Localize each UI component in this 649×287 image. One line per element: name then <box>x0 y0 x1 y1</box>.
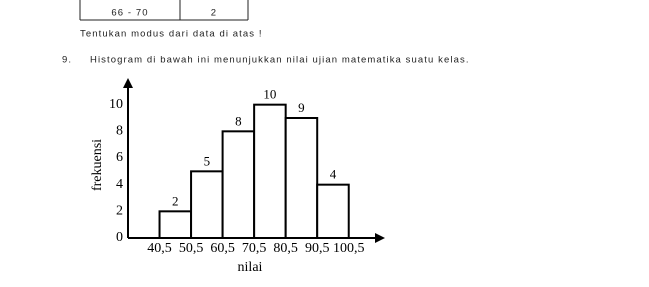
y-axis-label: frekuensi <box>90 139 105 191</box>
x-tick-label: 70,5 <box>242 241 267 256</box>
x-axis-label: nilai <box>238 260 263 275</box>
x-tick-label: 50,5 <box>179 241 204 256</box>
bar <box>316 183 350 240</box>
y-tick-label: 8 <box>116 124 123 139</box>
table <box>79 0 249 21</box>
question-text: Histogram di bawah ini menunjukkan nilai… <box>90 55 470 66</box>
bar <box>221 130 256 239</box>
data-label: 4 <box>330 167 337 182</box>
y-tick-label: 0 <box>116 230 123 245</box>
y-tick-label: 2 <box>116 204 123 219</box>
x-tick-label: 40,5 <box>147 241 172 256</box>
y-tick-label: 6 <box>116 150 123 165</box>
table-cell: 66 - 70 <box>111 8 148 19</box>
y-tick-label: 10 <box>109 97 123 112</box>
bar <box>253 103 287 239</box>
data-label: 10 <box>263 87 276 102</box>
x-tick-label: 80,5 <box>273 241 298 256</box>
histogram: 0 2 4 6 8 10 40,5 50,5 60,5 70,5 80,5 90,5 100,5 2 5 8 1… <box>109 78 385 256</box>
x-tick-label: 90,5 <box>305 241 330 256</box>
y-tick-label: 4 <box>116 177 123 192</box>
x-axis-arrow <box>375 233 385 243</box>
instruction: Tentukan modus dari data di atas ! <box>80 29 263 40</box>
bar <box>190 170 224 239</box>
y-axis-arrow <box>123 78 133 88</box>
x-tick-label: 100,5 <box>333 241 365 256</box>
data-label: 9 <box>298 100 305 115</box>
bar <box>284 117 319 239</box>
x-tick-label: 60,5 <box>210 241 235 256</box>
data-label: 8 <box>235 113 242 128</box>
table-cell: 2 <box>211 8 217 19</box>
bar <box>158 210 193 239</box>
data-label: 2 <box>172 193 179 208</box>
question-number: 9. <box>62 55 72 66</box>
data-label: 5 <box>204 153 211 168</box>
